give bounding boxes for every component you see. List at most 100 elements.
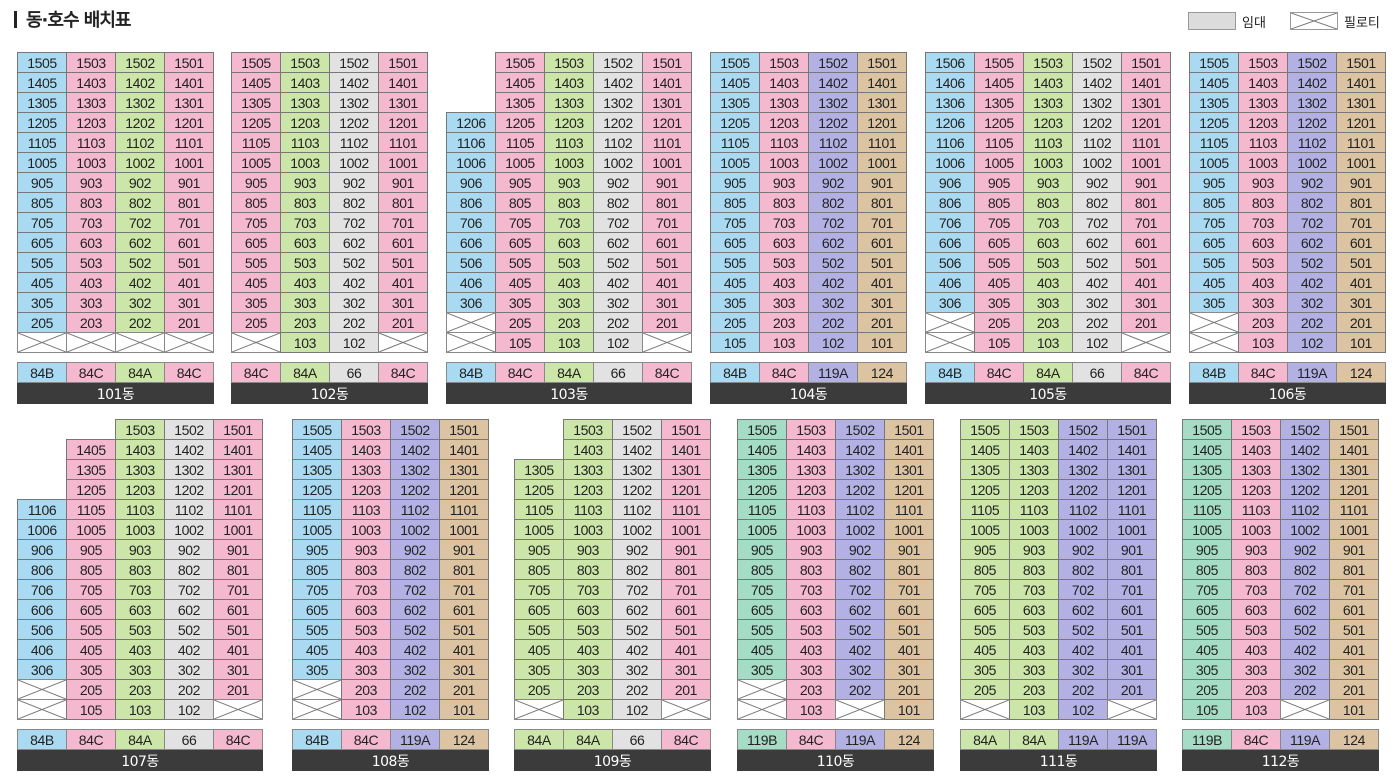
- unit-cell: 205: [514, 679, 564, 700]
- unit-cell: 305: [292, 659, 342, 680]
- unit-type-row: 84C 84A 66 84C: [231, 362, 428, 383]
- unit-cell: 1302: [1280, 459, 1330, 480]
- unit-cell: 801: [439, 559, 489, 580]
- unit-cell: 502: [1287, 252, 1337, 273]
- unit-cell: 905: [737, 539, 787, 560]
- unit-cell: 501: [642, 252, 692, 273]
- unit-cell: 1405: [974, 72, 1024, 93]
- unit-cell: 403: [1023, 272, 1073, 293]
- unit-cell: 1205: [514, 479, 564, 500]
- unit-cell: 403: [1231, 639, 1281, 660]
- unit-cell: 403: [66, 272, 116, 293]
- unit-cell: 1306: [925, 92, 975, 113]
- unit-cell: 1302: [1058, 459, 1108, 480]
- building-name: 112동: [1182, 750, 1379, 771]
- unit-cell: 1002: [164, 519, 214, 540]
- unit-cell: 1101: [1121, 132, 1171, 153]
- page-title: 동·호수 배치표: [14, 6, 131, 32]
- unit-cell: 1402: [164, 439, 214, 460]
- unit-cell: 701: [642, 212, 692, 233]
- unit-cell: 1205: [495, 112, 545, 133]
- unit-type-row: 84B 84C 84A 66 84C: [446, 362, 692, 383]
- unit-cell: 603: [563, 599, 613, 620]
- unit-cell: 1501: [439, 419, 489, 440]
- unit-cell: 1102: [1287, 132, 1337, 153]
- unit-cell: 705: [1182, 579, 1232, 600]
- unit-cell: 703: [115, 579, 165, 600]
- unit-type-row: 84B 84C 84A 66 84C: [17, 729, 263, 750]
- unit-cell: 901: [1329, 539, 1379, 560]
- unit-cell: 503: [115, 619, 165, 640]
- unit-cell: 1002: [115, 152, 165, 173]
- unit-cell: 905: [495, 172, 545, 193]
- unit-cell: 1503: [1238, 52, 1288, 73]
- building-10: 1505 1405 1305 1205 1105 1005 905 805 705 605 505 4…: [737, 419, 934, 771]
- unit-cell: 902: [835, 539, 885, 560]
- unit-cell: 805: [17, 192, 67, 213]
- unit-cell: 1103: [280, 132, 330, 153]
- unit-cell: 605: [960, 599, 1010, 620]
- unit-cell: 902: [390, 539, 440, 560]
- unit-cell: 902: [1058, 539, 1108, 560]
- unit-cell: 805: [495, 192, 545, 213]
- unit-cell: 1303: [66, 92, 116, 113]
- unit-cell: 1001: [857, 152, 907, 173]
- building-6: 1505 1405 1305 1205 1105 1005 905 805 705 605 505 4…: [1189, 52, 1386, 404]
- unit-cell: 1106: [925, 132, 975, 153]
- unit-cell: 502: [115, 252, 165, 273]
- unit-type-label: 84C: [213, 729, 263, 750]
- unit-cell: 1405: [17, 72, 67, 93]
- unit-cell: 1106: [17, 499, 67, 520]
- unit-cell: 1203: [544, 112, 594, 133]
- unit-cell: 1305: [17, 92, 67, 113]
- unit-cell: 705: [974, 212, 1024, 233]
- unit-cell: 901: [642, 172, 692, 193]
- unit-cell: 1105: [495, 132, 545, 153]
- unit-cell: 903: [1238, 172, 1288, 193]
- unit-cell: 1403: [1009, 439, 1059, 460]
- unit-cell: 102: [612, 699, 662, 720]
- piloti-cell: [66, 332, 116, 353]
- unit-cell: 405: [974, 272, 1024, 293]
- unit-cell: 1201: [1121, 112, 1171, 133]
- unit-cell: 605: [974, 232, 1024, 253]
- unit-cell: 402: [1287, 272, 1337, 293]
- unit-cell: 603: [1023, 232, 1073, 253]
- unit-cell: 305: [66, 659, 116, 680]
- unit-cell: 1401: [1107, 439, 1157, 460]
- unit-cell: 202: [593, 312, 643, 333]
- unit-cell: 302: [115, 292, 165, 313]
- unit-cell: 1401: [164, 72, 214, 93]
- unit-cell: 901: [1336, 172, 1386, 193]
- unit-cell: 103: [759, 332, 809, 353]
- unit-cell: 605: [1182, 599, 1232, 620]
- unit-cell: 301: [439, 659, 489, 680]
- unit-cell: 1205: [1182, 479, 1232, 500]
- unit-cell: 302: [612, 659, 662, 680]
- unit-type-label: 119B: [737, 729, 787, 750]
- unit-cell: 1001: [213, 519, 263, 540]
- unit-cell: 201: [378, 312, 428, 333]
- unit-cell: 902: [612, 539, 662, 560]
- unit-cell: 1101: [857, 132, 907, 153]
- piloti-cell: [213, 699, 263, 720]
- unit-cell: 1301: [378, 92, 428, 113]
- unit-cell: 301: [884, 659, 934, 680]
- unit-cell: 602: [1058, 599, 1108, 620]
- unit-cell: 301: [1329, 659, 1379, 680]
- unit-type-label: 84B: [925, 362, 975, 383]
- unit-cell: 503: [563, 619, 613, 640]
- unit-cell: 501: [1121, 252, 1171, 273]
- piloti-cell: [17, 679, 67, 700]
- unit-cell: 705: [737, 579, 787, 600]
- piloti-cell: [17, 332, 67, 353]
- unit-cell: 1505: [495, 52, 545, 73]
- unit-type-label: 84B: [292, 729, 342, 750]
- unit-cell: 1203: [115, 479, 165, 500]
- unit-cell: 1405: [710, 72, 760, 93]
- building-name: 104동: [710, 383, 907, 404]
- unit-cell: 1003: [280, 152, 330, 173]
- unit-cell: 405: [960, 639, 1010, 660]
- unit-cell: 401: [661, 639, 711, 660]
- unit-cell: 1301: [1121, 92, 1171, 113]
